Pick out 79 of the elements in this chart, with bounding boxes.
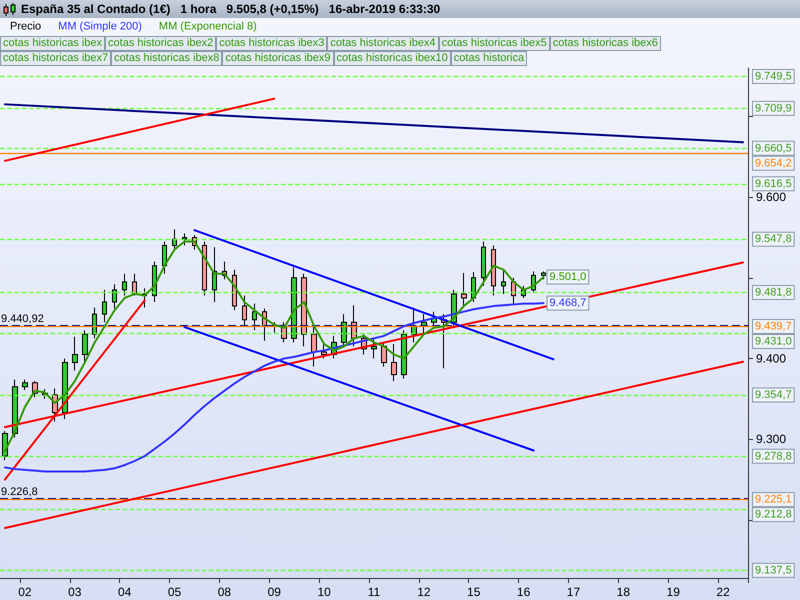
ref-line-label: 9.481,8 [755, 286, 792, 298]
ref-line-label: 9.440,92 [1, 312, 44, 325]
chart-title: España 35 al Contado (1€) 1 hora 9.505,8 (+0,15%) 16-abr-2019 6:33:30 [21, 2, 440, 16]
candlestick [82, 330, 88, 364]
x-tick-label: 22 [716, 585, 730, 599]
x-tick-label: 17 [566, 585, 580, 599]
ref-line-label: 9.439,7 [755, 320, 792, 332]
text: cotas historicas ibex4 [327, 36, 439, 51]
candlestick [162, 240, 167, 274]
x-tick-label: 11 [368, 585, 381, 599]
line-series [4, 302, 545, 472]
text: MM (Simple 200) [58, 20, 142, 32]
text: cotas historica [450, 51, 528, 66]
text: cotas historicas ibex3 [216, 36, 328, 51]
candlestick [381, 342, 387, 368]
x-tick-label: 18 [616, 585, 630, 599]
ref-line-label: 9.547,8 [755, 233, 792, 246]
x-tick-label: 19 [666, 585, 680, 599]
candlestick [391, 343, 397, 382]
x-tick-label: 12 [417, 585, 431, 599]
candlestick [341, 314, 347, 347]
x-tick-label: 04 [118, 585, 132, 599]
text: cotas historicas ibex5 [438, 36, 550, 51]
ref-line-label: 9.660,5 [755, 142, 792, 154]
candlestick [252, 303, 257, 331]
candlestick [72, 336, 78, 372]
text: cotas historicas ibex8 [111, 51, 222, 66]
ref-line-label: 9.225,1 [755, 494, 792, 506]
line-series [4, 240, 545, 452]
data-label: 9.468,7 [550, 297, 586, 310]
candlestick [501, 269, 506, 294]
x-tick-label: 10 [317, 585, 332, 599]
text: cotas historicas ibex [0, 36, 106, 51]
candlestick [182, 232, 187, 246]
ref-line-label: 9.212,8 [755, 508, 792, 521]
text: cotas historicas ibex10 [334, 51, 451, 66]
x-tick-label: 02 [18, 585, 32, 599]
candlestick [311, 326, 317, 368]
candlestick [212, 246, 217, 303]
ref-line-label: 9.354,7 [755, 389, 792, 402]
ref-line-label: 9.616,5 [755, 178, 792, 190]
text: cotas historicas ibex6 [550, 36, 661, 51]
legend-label: Precio [10, 20, 42, 32]
y-tick-label: 9.400 [756, 352, 786, 366]
candlestick [172, 228, 177, 250]
candlestick [321, 342, 327, 360]
candlestick [92, 307, 97, 339]
x-tick-label: 16 [516, 585, 531, 599]
candlestick [112, 284, 117, 309]
ref-line-label: 9.654,2 [755, 157, 792, 170]
y-tick-label: 9.600 [756, 190, 786, 204]
candlestick [102, 289, 107, 323]
text: MM (Exponencial 8) [158, 20, 257, 32]
candlestick [202, 240, 207, 296]
ref-line-label: 9.709,9 [755, 102, 792, 114]
x-tick-label: 03 [68, 585, 82, 599]
candlestick [541, 270, 546, 280]
ref-line-label: 9.137,5 [755, 564, 792, 576]
candlestick [122, 273, 127, 296]
candlestick [242, 295, 247, 327]
candlestick [22, 378, 28, 390]
ref-line-label: 9.431,0 [755, 335, 792, 348]
x-tick-label: 09 [268, 585, 282, 599]
candlestick [132, 273, 137, 296]
y-tick-label: 9.300 [756, 432, 786, 446]
text: cotas historicas ibex9 [222, 51, 334, 66]
data-label: 9.501,0 [550, 271, 586, 284]
ref-line-label: 9.749,5 [755, 70, 792, 82]
x-tick-label: 15 [467, 585, 481, 599]
ref-line-label: 9.278,8 [755, 450, 792, 462]
ref-line-label: 9.226,8 [1, 486, 38, 498]
x-tick-label: 05 [168, 585, 182, 599]
x-tick-label: 08 [218, 585, 232, 599]
text: cotas historicas ibex2 [105, 36, 216, 51]
text: cotas historicas ibex7 [0, 51, 112, 66]
candlestick [371, 338, 377, 360]
candlestick [461, 272, 467, 307]
candlestick [491, 245, 496, 296]
candlestick [481, 240, 486, 286]
